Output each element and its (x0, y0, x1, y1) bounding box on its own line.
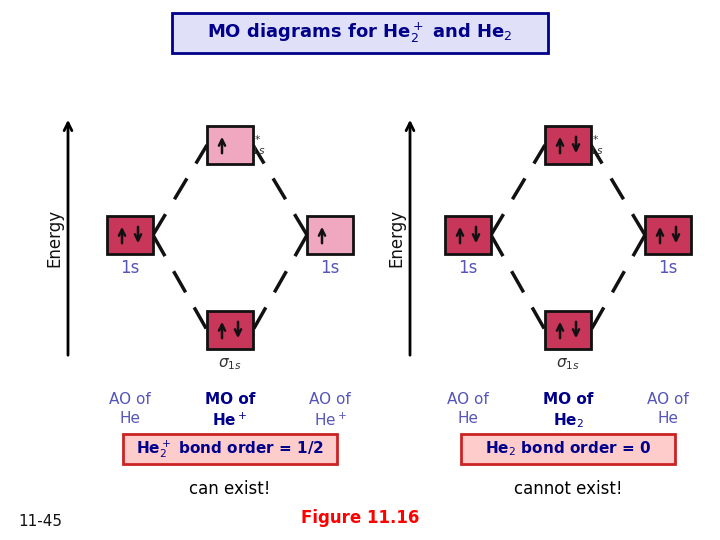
Text: 1s: 1s (320, 259, 340, 277)
FancyBboxPatch shape (645, 216, 691, 254)
FancyBboxPatch shape (172, 13, 548, 53)
FancyBboxPatch shape (123, 434, 337, 464)
Text: 1s: 1s (459, 259, 477, 277)
Text: AO of
He: AO of He (447, 392, 489, 426)
FancyBboxPatch shape (545, 126, 591, 164)
FancyBboxPatch shape (445, 216, 491, 254)
Text: AO of
He: AO of He (647, 392, 689, 426)
FancyBboxPatch shape (207, 126, 253, 164)
Text: 11-45: 11-45 (18, 515, 62, 530)
Text: MO of
He$_2$: MO of He$_2$ (543, 392, 593, 430)
Text: MO diagrams for He$_2^+$ and He$_2$: MO diagrams for He$_2^+$ and He$_2$ (207, 21, 513, 45)
FancyBboxPatch shape (107, 216, 153, 254)
FancyBboxPatch shape (545, 311, 591, 349)
Text: AO of
He$^+$: AO of He$^+$ (309, 392, 351, 429)
Text: $\sigma_{1s}$: $\sigma_{1s}$ (556, 356, 580, 372)
Text: MO of
He$^+$: MO of He$^+$ (204, 392, 255, 429)
Text: 1s: 1s (658, 259, 678, 277)
FancyBboxPatch shape (461, 434, 675, 464)
FancyBboxPatch shape (207, 311, 253, 349)
Text: cannot exist!: cannot exist! (514, 480, 622, 498)
Text: He$_2$ bond order = 0: He$_2$ bond order = 0 (485, 440, 651, 458)
Text: AO of
He: AO of He (109, 392, 151, 426)
Text: 1s: 1s (120, 259, 140, 277)
Text: $\sigma^*_{1s}$: $\sigma^*_{1s}$ (580, 133, 604, 157)
Text: He$_2^+$ bond order = 1/2: He$_2^+$ bond order = 1/2 (136, 438, 324, 460)
Text: $\sigma^*_{1s}$: $\sigma^*_{1s}$ (242, 133, 266, 157)
Text: Energy: Energy (387, 208, 405, 267)
Text: Energy: Energy (45, 208, 63, 267)
Text: $\sigma_{1s}$: $\sigma_{1s}$ (218, 356, 242, 372)
Text: Figure 11.16: Figure 11.16 (301, 509, 419, 527)
FancyBboxPatch shape (307, 216, 353, 254)
Text: can exist!: can exist! (189, 480, 271, 498)
